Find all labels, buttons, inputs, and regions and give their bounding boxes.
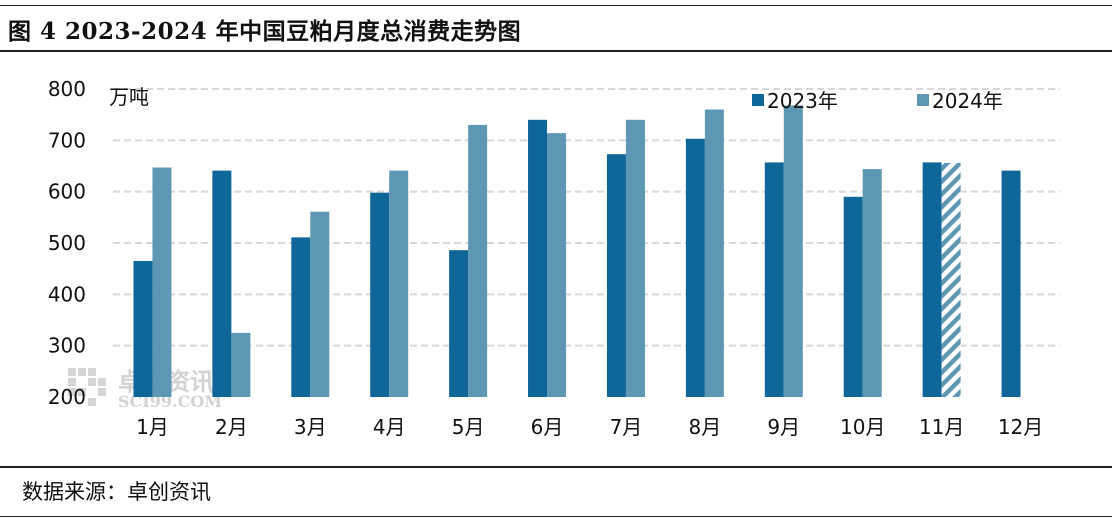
x-tick-label: 6月 — [531, 415, 564, 439]
x-tick-label: 7月 — [610, 415, 643, 439]
bar-2023 — [843, 196, 863, 397]
bar-2024 — [783, 105, 803, 397]
x-tick-label: 1月 — [136, 415, 169, 439]
x-axis-ticks: 1月 2月 3月 4月 5月 6月 7月 8月 9月 10月 11月 12月 — [136, 415, 1043, 439]
data-source: 数据来源：卓创资讯 — [22, 480, 211, 504]
bar-2023 — [370, 192, 390, 397]
bar-2023 — [212, 170, 232, 397]
x-tick-label: 5月 — [452, 415, 485, 439]
bars — [133, 105, 1021, 398]
legend: 2023年 2024年 — [752, 89, 1003, 113]
bottom-rule — [0, 466, 1112, 468]
bar-2024 — [152, 167, 172, 397]
x-tick-label: 2月 — [215, 415, 248, 439]
y-axis-label: 万吨 — [109, 85, 149, 109]
y-tick-label: 300 — [48, 334, 86, 358]
legend-label-2023: 2023年 — [767, 89, 838, 113]
y-tick-label: 700 — [48, 128, 86, 152]
y-tick-label: 800 — [48, 77, 86, 101]
y-tick-label: 600 — [48, 180, 86, 204]
x-tick-label: 8月 — [689, 415, 722, 439]
bar-2024 — [389, 170, 409, 397]
x-tick-label: 10月 — [840, 415, 885, 439]
bar-2023 — [133, 260, 153, 397]
bar-2024 — [625, 119, 645, 398]
figure-title: 图 4 2023-2024 年中国豆粕月度总消费走势图 — [8, 18, 522, 45]
bar-2023 — [528, 119, 548, 398]
bar-2024 — [704, 109, 724, 398]
bar-2024 — [310, 211, 330, 397]
x-tick-label: 4月 — [373, 415, 406, 439]
x-tick-label: 3月 — [294, 415, 327, 439]
bar-2023 — [764, 162, 784, 397]
legend-swatch-2024 — [917, 94, 929, 106]
bar-2023 — [606, 154, 626, 397]
x-tick-label: 12月 — [998, 415, 1043, 439]
bar-2024 — [468, 124, 488, 397]
bar-2023 — [685, 138, 705, 397]
y-axis-ticks: 200 300 400 500 600 700 800 — [48, 77, 86, 409]
y-tick-label: 400 — [48, 282, 86, 306]
watermark-grid-icon — [68, 368, 114, 406]
legend-label-2024: 2024年 — [932, 89, 1003, 113]
gridlines — [113, 88, 1060, 347]
bar-2023 — [291, 237, 311, 397]
x-tick-label: 9月 — [767, 415, 800, 439]
x-tick-label: 11月 — [919, 415, 964, 439]
footer-rule — [0, 516, 1112, 517]
title-rule — [0, 50, 1112, 52]
y-tick-label: 200 — [48, 385, 86, 409]
legend-swatch-2023 — [752, 94, 764, 106]
bar-2024 — [862, 169, 882, 397]
bar-2024 — [231, 332, 251, 397]
bar-2023 — [922, 162, 942, 397]
bar-2024 — [547, 133, 567, 397]
y-tick-label: 500 — [48, 231, 86, 255]
bar-2023 — [449, 250, 469, 397]
top-rule — [0, 5, 1112, 6]
bar-2024-forecast — [941, 162, 961, 397]
bar-2023 — [1001, 170, 1021, 397]
